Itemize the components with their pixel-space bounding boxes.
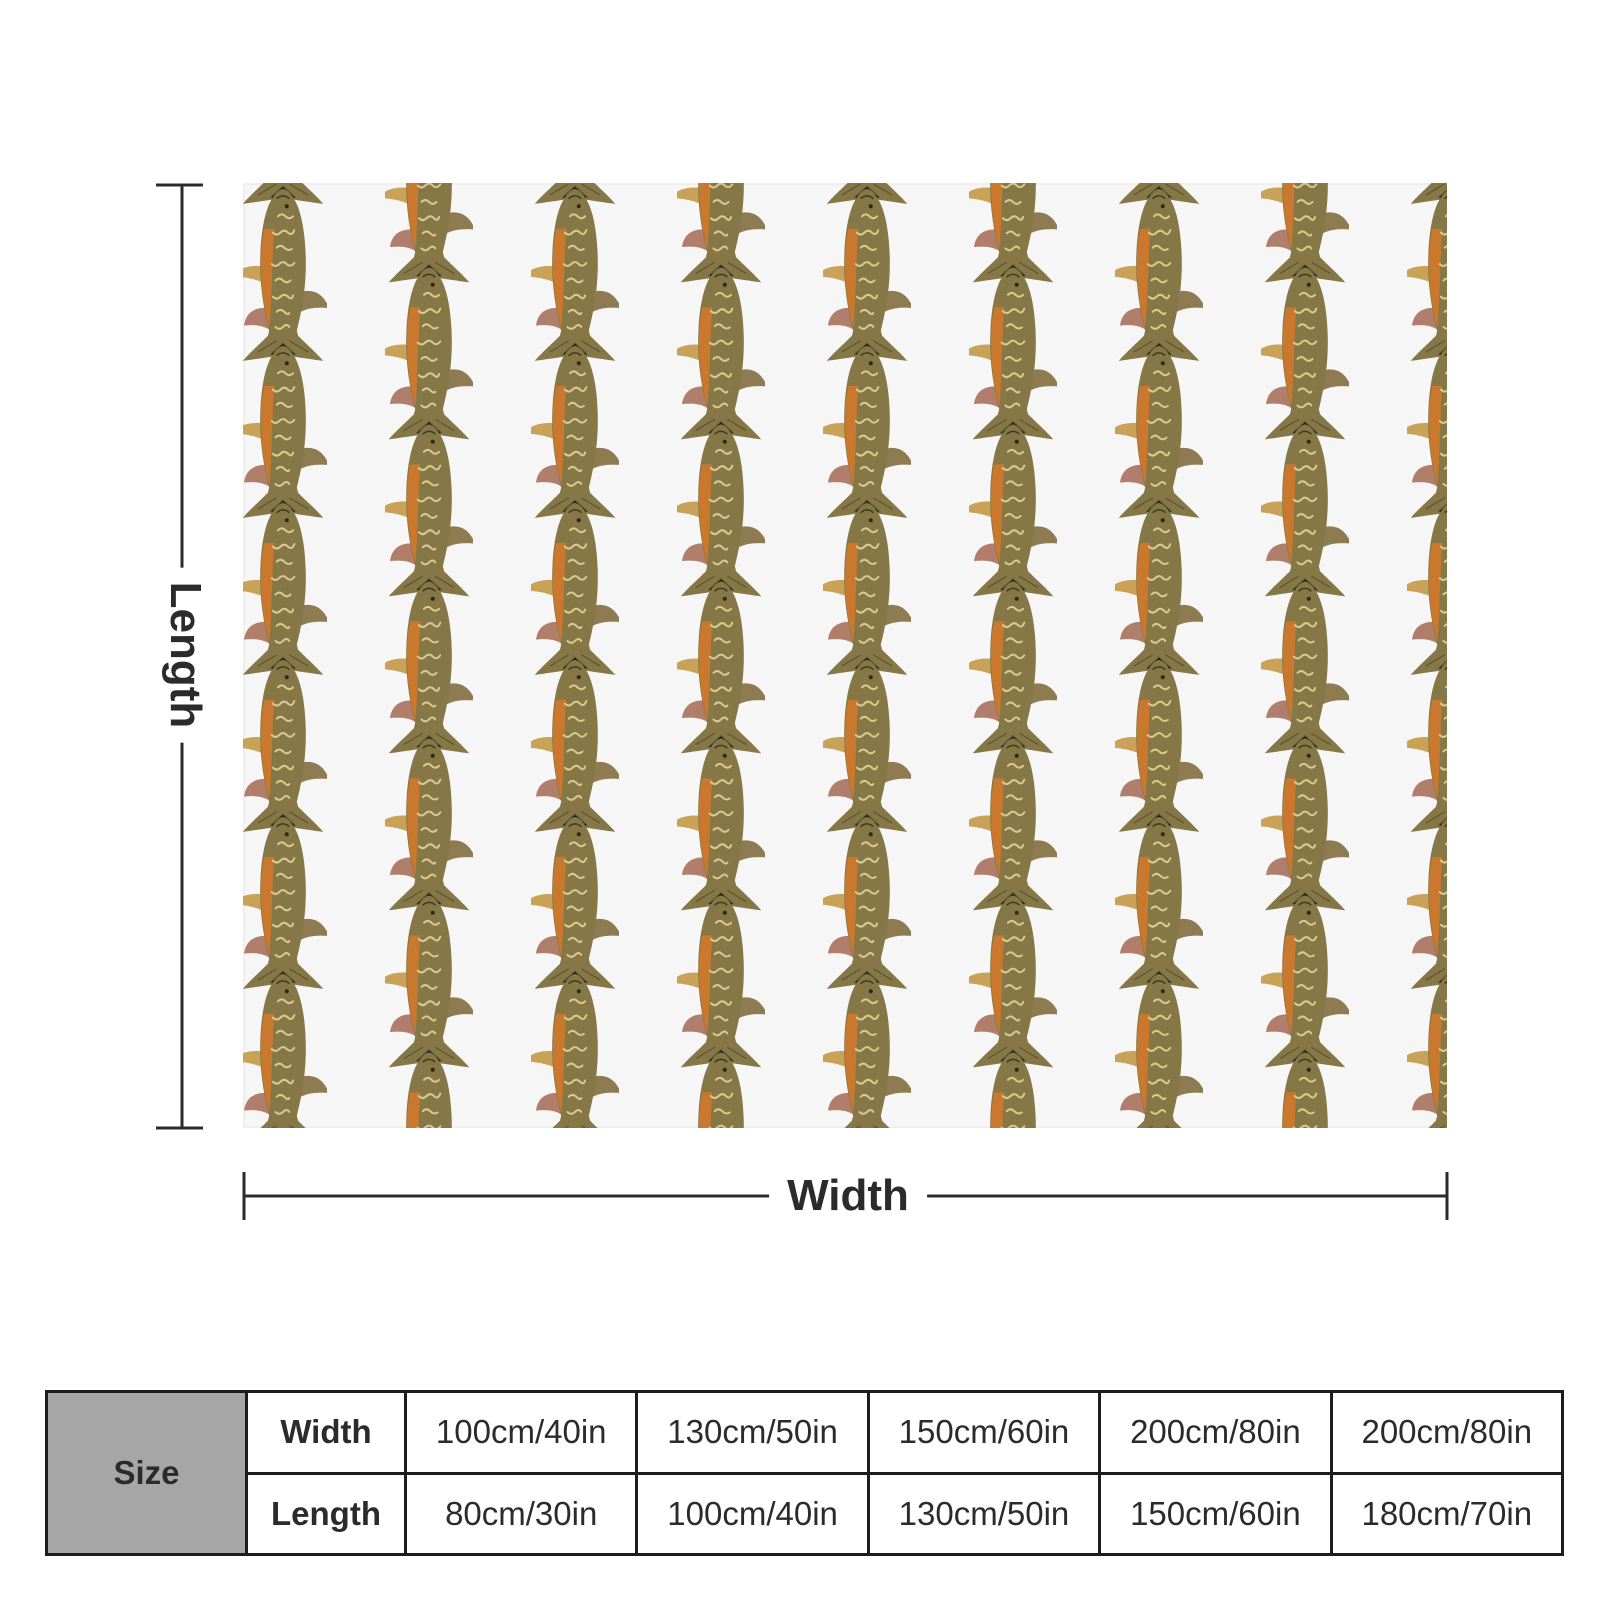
- table-cell: 200cm/80in: [1098, 1390, 1333, 1475]
- table-cell: 180cm/70in: [1329, 1471, 1565, 1556]
- table-cell: 150cm/60in: [1098, 1471, 1333, 1556]
- size-heading: Size: [45, 1390, 248, 1556]
- table-cell: 100cm/40in: [635, 1471, 870, 1556]
- table-cell: 100cm/40in: [403, 1390, 639, 1475]
- table-row: Size Width 100cm/40in 130cm/50in 150cm/6…: [45, 1390, 1565, 1556]
- length-row-label: Length: [245, 1471, 407, 1556]
- size-table: Size Width 100cm/40in 130cm/50in 150cm/6…: [45, 1390, 1565, 1556]
- width-label: Width: [769, 1174, 927, 1218]
- table-cell: 200cm/80in: [1329, 1390, 1565, 1475]
- table-cell: 130cm/50in: [635, 1390, 870, 1475]
- blanket-preview: [243, 183, 1447, 1128]
- table-row: Length 80cm/30in 100cm/40in 130cm/50in 1…: [47, 1471, 1565, 1556]
- width-row-label: Width: [245, 1390, 407, 1475]
- length-label: Length: [161, 567, 210, 743]
- table-cell: 150cm/60in: [866, 1390, 1102, 1475]
- table-cell: 130cm/50in: [866, 1471, 1102, 1556]
- table-cell: 80cm/30in: [403, 1471, 639, 1556]
